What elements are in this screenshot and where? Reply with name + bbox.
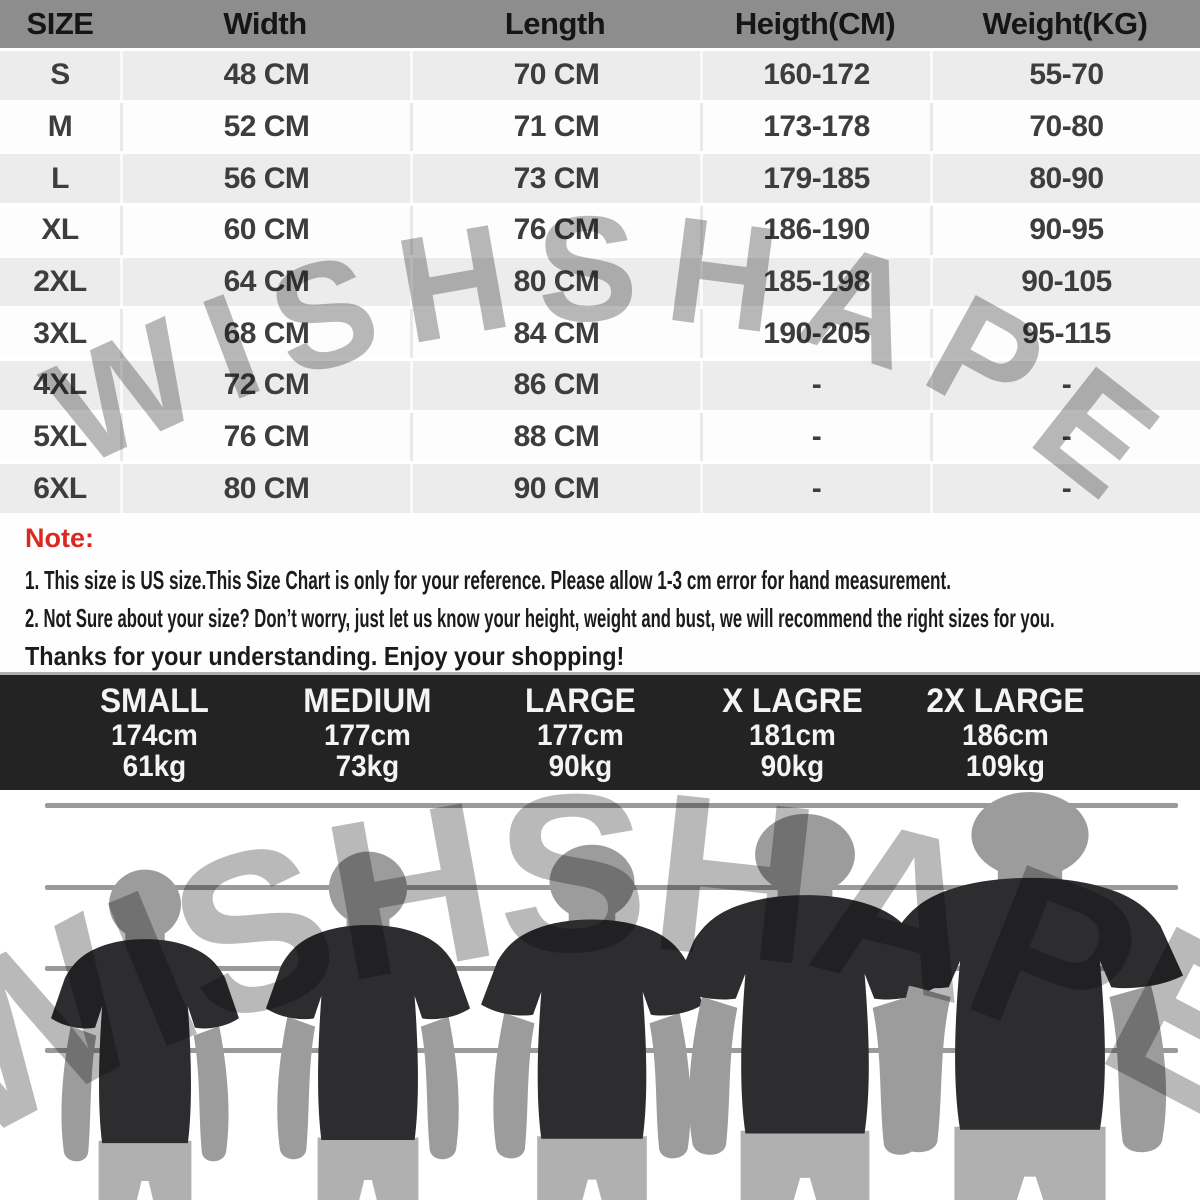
table-row: L 56 CM 73 CM 179-185 80-90 [0, 151, 1200, 204]
person-silhouette [51, 869, 239, 1200]
size-value-cell: - [700, 464, 930, 514]
model-size-col: X LAGRE 181cm 90kg [686, 683, 899, 790]
model-height: 186cm [962, 719, 1050, 752]
model-size-name: 2X LARGE [926, 682, 1085, 720]
size-value-cell: 80-90 [930, 154, 1200, 204]
size-value-cell: 80 CM [120, 464, 410, 514]
note-line-2: 2. Not Sure about your size? Don’t worry… [25, 603, 1055, 633]
table-row: 5XL 76 CM 88 CM - - [0, 409, 1200, 462]
model-size-col: MEDIUM 177cm 73kg [261, 683, 474, 790]
note-label: Note: [25, 523, 94, 553]
size-value-cell: 60 CM [120, 206, 410, 255]
model-height: 181cm [749, 719, 837, 752]
person-silhouette [674, 813, 936, 1200]
model-size-col: 2X LARGE 186cm 109kg [899, 683, 1112, 790]
size-value-cell: 76 CM [120, 412, 410, 462]
size-value-cell: 52 CM [120, 102, 410, 152]
size-value-cell: 95-115 [930, 309, 1200, 359]
header-cell: SIZE [26, 6, 94, 41]
model-height: 177cm [323, 719, 411, 752]
model-weight: 73kg [335, 750, 399, 783]
size-label-cell: 4XL [0, 361, 120, 410]
size-value-cell: - [930, 361, 1200, 410]
size-label-cell: XL [0, 206, 120, 255]
size-table-header-row: SIZE Width Length Heigth(CM) Weight(KG) [0, 0, 1200, 48]
model-height: 174cm [110, 719, 198, 752]
size-label-cell: 2XL [0, 257, 120, 307]
size-value-cell: 185-198 [700, 257, 930, 307]
size-value-cell: 190-205 [700, 309, 930, 359]
model-height: 177cm [536, 719, 624, 752]
size-value-cell: 90 CM [410, 464, 700, 514]
size-label-cell: 5XL [0, 412, 120, 462]
note-line-3: Thanks for your understanding. Enjoy you… [25, 641, 625, 671]
model-weight: 90kg [548, 750, 612, 783]
note-line-1: 1. This size is US size.This Size Chart … [25, 565, 952, 595]
size-value-cell: 72 CM [120, 361, 410, 410]
note-section: Note: 1. This size is US size.This Size … [0, 513, 1200, 672]
size-label-cell: L [0, 154, 120, 204]
model-size-band: SMALL 174cm 61kg MEDIUM 177cm 73kg LARGE 177cm 9… [0, 672, 1200, 790]
size-value-cell: 71 CM [410, 102, 700, 152]
size-value-cell: 160-172 [700, 51, 930, 100]
size-value-cell: 90-95 [930, 206, 1200, 255]
model-size-name: MEDIUM [303, 682, 432, 720]
model-size-col: LARGE 177cm 90kg [474, 683, 687, 790]
table-row: S 48 CM 70 CM 160-172 55-70 [0, 48, 1200, 100]
size-value-cell: 173-178 [700, 102, 930, 152]
person-silhouette [481, 844, 703, 1200]
table-row: XL 60 CM 76 CM 186-190 90-95 [0, 203, 1200, 255]
model-size-name: LARGE [524, 682, 636, 720]
header-cell: Length [504, 6, 606, 41]
size-value-cell: 86 CM [410, 361, 700, 410]
header-cell: Heigth(CM) [734, 6, 896, 41]
table-row: 2XL 64 CM 80 CM 185-198 90-105 [0, 254, 1200, 307]
size-label-cell: 3XL [0, 309, 120, 359]
table-row: 4XL 72 CM 86 CM - - [0, 358, 1200, 410]
size-value-cell: - [700, 361, 930, 410]
model-weight: 61kg [122, 750, 187, 783]
table-row: 3XL 68 CM 84 CM 190-205 95-115 [0, 306, 1200, 359]
table-row: 6XL 80 CM 90 CM - - [0, 461, 1200, 514]
size-label-cell: S [0, 51, 120, 100]
size-value-cell: 186-190 [700, 206, 930, 255]
size-value-cell: 56 CM [120, 154, 410, 204]
model-size-name: X LAGRE [722, 682, 864, 720]
size-label-cell: 6XL [0, 464, 120, 514]
size-table-body: S 48 CM 70 CM 160-172 55-70 M 52 CM 71 CM 173-17… [0, 48, 1200, 514]
lineup-section [0, 790, 1200, 1200]
size-value-cell: 88 CM [410, 412, 700, 462]
size-value-cell: 70-80 [930, 102, 1200, 152]
model-size-name: SMALL [99, 682, 209, 720]
size-table: SIZE Width Length Heigth(CM) Weight(KG) S 48 … [0, 0, 1200, 514]
table-row: M 52 CM 71 CM 173-178 70-80 [0, 99, 1200, 152]
size-value-cell: 80 CM [410, 257, 700, 307]
size-value-cell: 48 CM [120, 51, 410, 100]
header-cell: Width [223, 6, 307, 41]
size-value-cell: 84 CM [410, 309, 700, 359]
size-value-cell: 68 CM [120, 309, 410, 359]
size-value-cell: 70 CM [410, 51, 700, 100]
size-value-cell: - [930, 412, 1200, 462]
size-value-cell: - [930, 464, 1200, 514]
size-value-cell: 73 CM [410, 154, 700, 204]
size-label-cell: M [0, 102, 120, 152]
person-silhouette [876, 791, 1184, 1200]
header-cell: Weight(KG) [982, 6, 1148, 41]
size-value-cell: 90-105 [930, 257, 1200, 307]
model-weight: 90kg [760, 750, 825, 783]
model-size-col: SMALL 174cm 61kg [48, 683, 261, 790]
person-silhouette [265, 851, 471, 1200]
size-value-cell: 76 CM [410, 206, 700, 255]
model-weight: 109kg [966, 750, 1046, 783]
height-line [45, 803, 1178, 808]
size-value-cell: 55-70 [930, 51, 1200, 100]
size-value-cell: 179-185 [700, 154, 930, 204]
size-value-cell: - [700, 412, 930, 462]
size-value-cell: 64 CM [120, 257, 410, 307]
